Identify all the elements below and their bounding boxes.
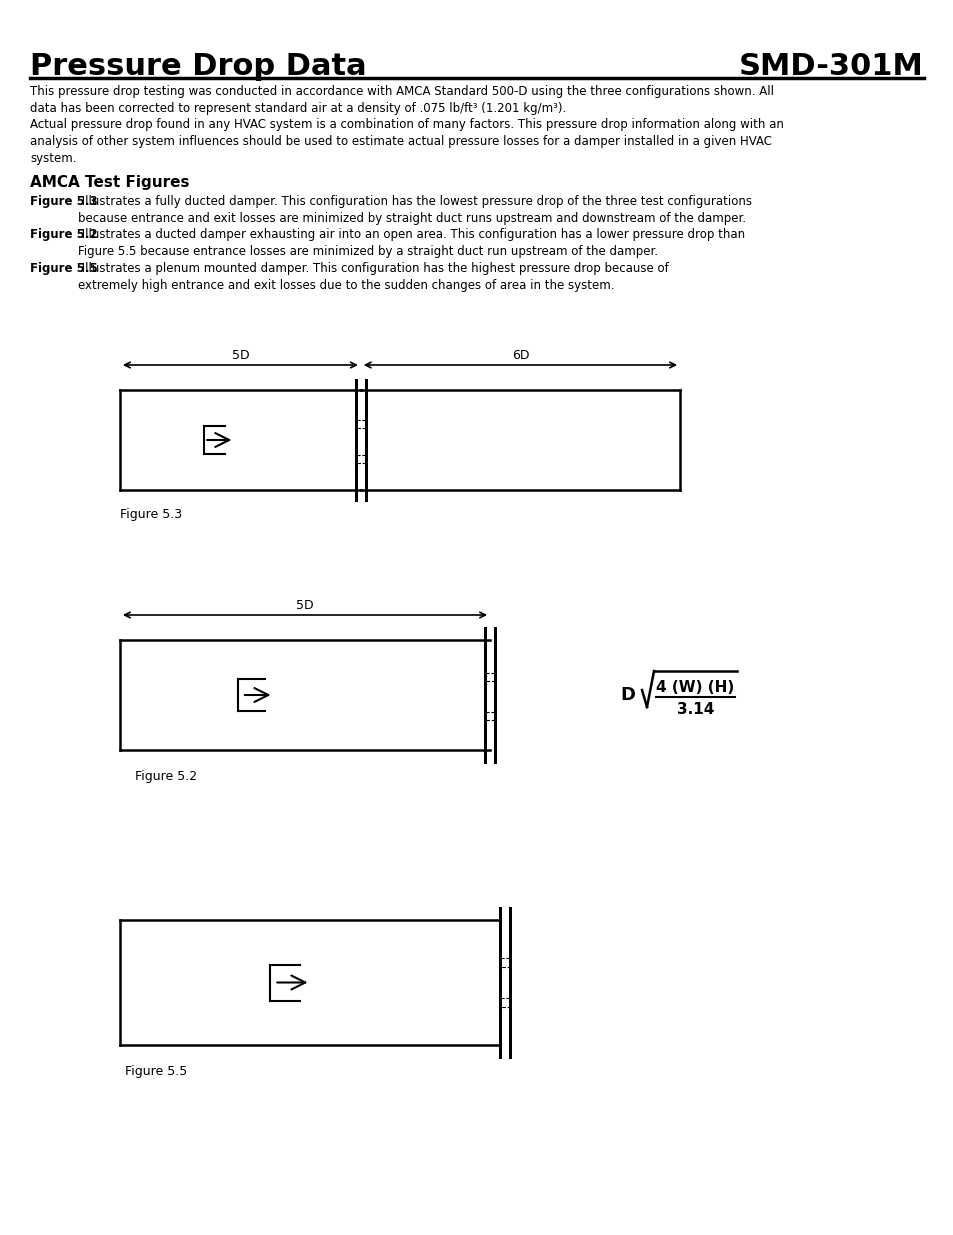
Text: Actual pressure drop found in any HVAC system is a combination of many factors. : Actual pressure drop found in any HVAC s…: [30, 119, 783, 165]
Text: 6D: 6D: [511, 350, 529, 362]
Text: Figure 5.5: Figure 5.5: [30, 262, 97, 275]
Text: Illustrates a fully ducted damper. This configuration has the lowest pressure dr: Illustrates a fully ducted damper. This …: [78, 195, 751, 225]
Text: Illustrates a plenum mounted damper. This configuration has the highest pressure: Illustrates a plenum mounted damper. Thi…: [78, 262, 668, 291]
Text: Figure 5.2: Figure 5.2: [135, 769, 197, 783]
Text: 5D: 5D: [232, 350, 249, 362]
Text: 5D: 5D: [295, 599, 314, 613]
Text: This pressure drop testing was conducted in accordance with AMCA Standard 500-D : This pressure drop testing was conducted…: [30, 85, 773, 115]
Text: Figure 5.2: Figure 5.2: [30, 228, 97, 241]
Text: 3.14: 3.14: [676, 701, 714, 716]
Text: AMCA Test Figures: AMCA Test Figures: [30, 175, 190, 190]
Text: SMD-301M: SMD-301M: [739, 52, 923, 82]
Text: Figure 5.3: Figure 5.3: [30, 195, 97, 207]
Text: D: D: [619, 685, 635, 704]
Text: Figure 5.3: Figure 5.3: [120, 508, 182, 521]
Text: Illustrates a ducted damper exhausting air into an open area. This configuration: Illustrates a ducted damper exhausting a…: [78, 228, 744, 258]
Text: 4 (W) (H): 4 (W) (H): [656, 679, 734, 694]
Text: Pressure Drop Data: Pressure Drop Data: [30, 52, 366, 82]
Text: Figure 5.5: Figure 5.5: [125, 1065, 187, 1078]
